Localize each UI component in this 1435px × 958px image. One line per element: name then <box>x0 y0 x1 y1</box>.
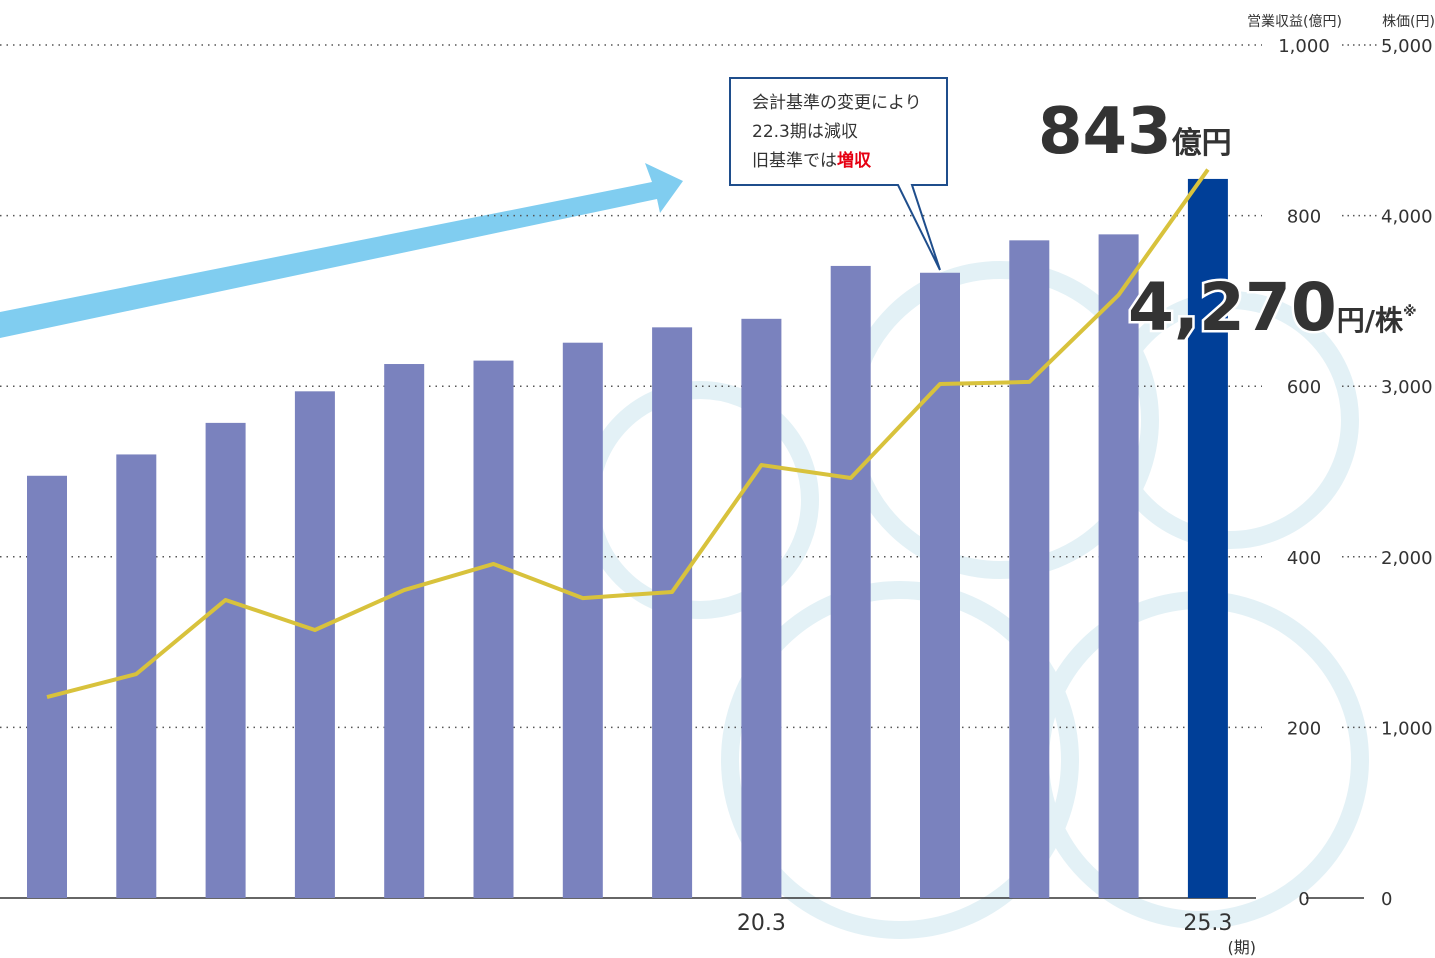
value-label-number: 4,270 <box>1128 269 1337 346</box>
x-tick-label: 20.3 <box>737 911 786 936</box>
bar <box>205 422 246 898</box>
y2-axis-label: 株価(円) <box>1382 14 1435 30</box>
y2-tick-label: 4,000 <box>1381 207 1433 228</box>
callout-line: 22.3期は減収 <box>752 122 858 142</box>
y-tick-label: 800 <box>1287 207 1321 228</box>
value-label-unit: 億円 <box>1172 126 1232 161</box>
y2-tick-label: 3,000 <box>1381 377 1433 398</box>
y-tick-label: 0 <box>1298 889 1309 910</box>
trend-arrow <box>0 163 683 338</box>
y2-tick-label: 0 <box>1381 889 1392 910</box>
y2-tick-label: 5,000 <box>1381 36 1433 57</box>
bar <box>562 342 603 898</box>
x-tick-label: 25.3 <box>1183 911 1232 936</box>
y-tick-label: 600 <box>1287 377 1321 398</box>
value-label: 843億円 <box>1038 95 1232 169</box>
bar <box>473 360 514 898</box>
bar <box>384 364 425 899</box>
y2-tick-label: 1,000 <box>1381 718 1433 739</box>
y-tick-label: 400 <box>1287 548 1321 569</box>
bar <box>1009 240 1050 898</box>
line <box>46 168 1210 699</box>
y2-tick-label: 2,000 <box>1381 548 1433 569</box>
y-axis-label: 営業収益(億円) <box>1247 14 1342 30</box>
value-label-unit: 円/株 <box>1337 304 1404 337</box>
callout-line: 旧基準では増収 <box>752 150 872 171</box>
x-axis-unit: (期) <box>1228 938 1257 957</box>
bar <box>830 265 871 898</box>
bar <box>652 327 693 898</box>
value-label-note: ※ <box>1403 304 1417 320</box>
callout-emphasis: 増収 <box>837 150 872 171</box>
bar <box>294 391 335 898</box>
bar <box>27 475 67 898</box>
callout-line: 会計基準の変更により <box>752 93 922 113</box>
bar <box>1187 178 1228 898</box>
callout-text: 旧基準では <box>752 151 837 171</box>
bar <box>920 272 960 899</box>
bar <box>1098 234 1139 899</box>
value-label: 4,270円/株※ <box>1128 269 1417 346</box>
bar <box>741 318 782 898</box>
y-tick-label: 200 <box>1287 718 1321 739</box>
y-tick-label: 1,000 <box>1278 36 1330 57</box>
background-decoration <box>581 261 1369 939</box>
value-label-number: 843 <box>1038 95 1172 169</box>
callout: 会計基準の変更により 22.3期は減収 旧基準では増収 <box>729 77 948 271</box>
